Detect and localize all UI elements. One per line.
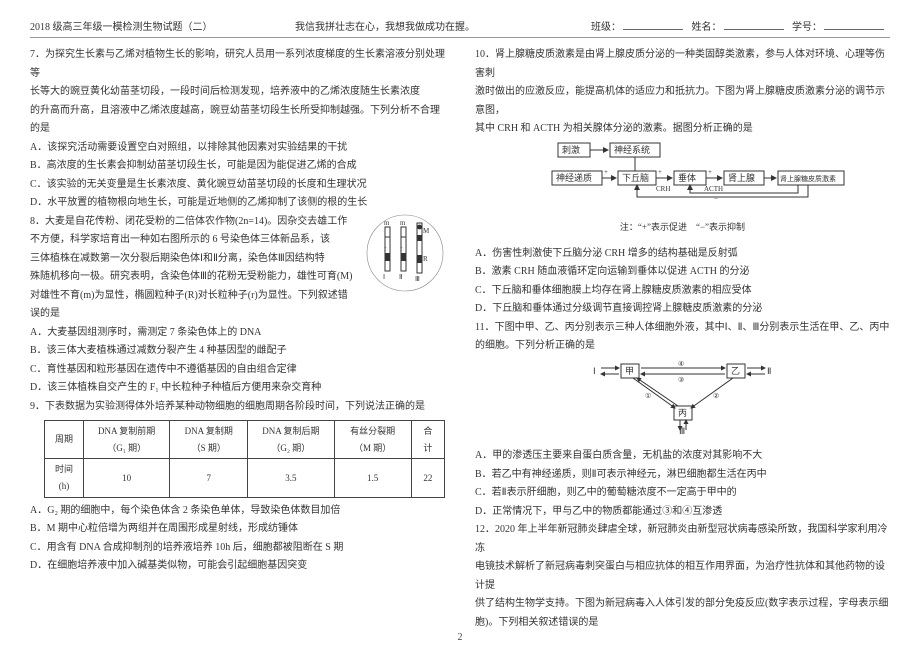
q12-stem: 电镜技术解析了新冠病毒刺突蛋白与相应抗体的相互作用界面，为治疗性抗体和其他药物的… bbox=[475, 558, 890, 595]
q10-stem: 10．肾上腺糖皮质激素是由肾上腺皮质分泌的一种类固醇类激素，参与人体对环境、心理… bbox=[475, 46, 890, 83]
q8-D: D．该三体植株自交产生的 F₁ 中长粒种子种植后方便用来杂交育种 bbox=[30, 379, 445, 398]
name-label: 姓名： bbox=[692, 22, 722, 33]
q8-A: A．大麦基因组测序时，需测定 7 条染色体上的 DNA bbox=[30, 324, 445, 343]
svg-text:−: − bbox=[714, 195, 718, 203]
q9-v0: 10 bbox=[83, 459, 169, 497]
class-blank bbox=[623, 19, 683, 30]
svg-text:+: + bbox=[708, 168, 712, 176]
q10-D: D．下丘脑和垂体通过分级调节直接调控肾上腺糖皮质激素的分泌 bbox=[475, 300, 890, 319]
q10-A: A．伤害性刺激使下丘脑分泌 CRH 增多的结构基础是反射弧 bbox=[475, 245, 890, 264]
q11-A: A．甲的渗透压主要来自蛋白质含量，无机盐的浓度对其影响不大 bbox=[475, 447, 890, 466]
q9-table: 周期 DNA 复制前期 （G₁ 期） DNA 复制期 （S 期） DNA 复制后… bbox=[44, 420, 445, 498]
q7-B: B．高浓度的生长素会抑制幼苗茎切段生长，可能是因为能促进乙烯的合成 bbox=[30, 157, 445, 176]
q7-stem: 的升高而升高，且溶液中乙烯浓度越高，豌豆幼苗茎切段生长所受抑制越强。下列分析不合… bbox=[30, 102, 445, 139]
q7-A: A．该探究活动需要设置空白对照组，以排除其他因素对实验结果的干扰 bbox=[30, 139, 445, 158]
q10-stem: 激时做出的应激反应，能提高机体的适应力和抵抗力。下图为肾上腺糖皮质激素分泌的调节… bbox=[475, 83, 890, 120]
svg-text:Ⅱ: Ⅱ bbox=[767, 366, 771, 376]
q11-figure: 甲 乙 丙 Ⅰ Ⅱ Ⅲ ④ bbox=[475, 358, 890, 446]
q8-stem: 误的是 bbox=[30, 305, 445, 324]
svg-text:甲: 甲 bbox=[625, 366, 634, 376]
svg-text:垂体: 垂体 bbox=[678, 172, 696, 183]
id-blank bbox=[824, 19, 884, 30]
q9-rowlabel: 时间(h) bbox=[45, 459, 84, 497]
q11-stem: 的细胞。下列分析正确的是 bbox=[475, 337, 890, 356]
q7-stem: 7．为探究生长素与乙烯对植物生长的影响，研究人员用一系列浓度梯度的生长素溶液分别… bbox=[30, 46, 445, 83]
q9-col2: DNA 复制期 （S 期） bbox=[170, 421, 248, 459]
svg-text:m: m bbox=[384, 219, 390, 227]
q9-stem: 9．下表数据为实验测得体外培养某种动物细胞的细胞周期各阶段时间，下列说法正确的是 bbox=[30, 398, 445, 417]
svg-text:①: ① bbox=[645, 392, 651, 400]
svg-text:下丘脑: 下丘脑 bbox=[622, 172, 649, 183]
svg-text:CRH: CRH bbox=[656, 185, 670, 193]
q11-C: C．若Ⅱ表示肝细胞，则乙中的葡萄糖浓度不一定高于甲中的 bbox=[475, 484, 890, 503]
q9-col0: 周期 bbox=[45, 421, 84, 459]
svg-text:ACTH: ACTH bbox=[704, 185, 723, 193]
q10-flow-figure: 刺激 神经系统 神经递质 + 下丘脑 + CRH 垂体 bbox=[475, 141, 890, 211]
q9-col5: 合 计 bbox=[411, 421, 444, 459]
left-column: 7．为探究生长素与乙烯对植物生长的影响，研究人员用一系列浓度梯度的生长素溶液分别… bbox=[30, 46, 445, 632]
svg-text:④: ④ bbox=[678, 360, 684, 368]
q7-D: D．水平放置的植物根向地生长，可能是近地侧的乙烯抑制了该侧的根的生长 bbox=[30, 194, 445, 213]
q12-stem: 12．2020 年上半年新冠肺炎肆虐全球，新冠肺炎由新型冠状病毒感染所致，我国科… bbox=[475, 521, 890, 558]
header-title: 2018 级高三年级一模检测生物试题（二） bbox=[30, 18, 290, 33]
svg-text:m: m bbox=[400, 219, 406, 227]
q11-D: D．正常情况下，甲与乙中的物质都能通过③和④互渗透 bbox=[475, 503, 890, 522]
q10-B: B．激素 CRH 随血液循环定向运输到垂体以促进 ACTH 的分泌 bbox=[475, 263, 890, 282]
svg-text:Ⅲ: Ⅲ bbox=[415, 275, 420, 283]
svg-text:R: R bbox=[423, 255, 428, 263]
q9-B: B．M 期中心粒倍增为两组并在周围形成星射线，形成纺锤体 bbox=[30, 520, 445, 539]
svg-text:+: + bbox=[604, 168, 608, 176]
q12-stem: 供了结构生物学支持。下图为新冠病毒入人体引发的部分免疫反应(数字表示过程，字母表… bbox=[475, 595, 890, 614]
q8-B: B．该三体大麦植株通过减数分裂产生 4 种基因型的雌配子 bbox=[30, 342, 445, 361]
q9-v3: 1.5 bbox=[334, 459, 411, 497]
svg-text:Ⅰ: Ⅰ bbox=[383, 273, 385, 281]
svg-text:肾上腺糖皮质激素: 肾上腺糖皮质激素 bbox=[780, 174, 836, 183]
svg-text:神经系统: 神经系统 bbox=[614, 144, 650, 155]
q9-col4: 有丝分裂期 （M 期） bbox=[334, 421, 411, 459]
svg-text:M: M bbox=[423, 227, 430, 235]
q9-A: A．G₂ 期的细胞中，每个染色体含 2 条染色单体，导致染色体数目加倍 bbox=[30, 502, 445, 521]
svg-text:神经递质: 神经递质 bbox=[556, 172, 592, 183]
q9-D: D．在细胞培养液中加入碱基类似物，可能会引起细胞基因突变 bbox=[30, 557, 445, 576]
page-number: 2 bbox=[0, 632, 920, 643]
svg-text:Ⅰ: Ⅰ bbox=[593, 366, 596, 376]
q9-v1: 7 bbox=[170, 459, 248, 497]
right-column: 10．肾上腺糖皮质激素是由肾上腺皮质分泌的一种类固醇类激素，参与人体对环境、心理… bbox=[475, 46, 890, 632]
svg-text:③: ③ bbox=[678, 376, 684, 384]
header-motto: 我信我拼壮志在心，我想我做成功在握。 bbox=[290, 18, 480, 33]
q8-C: C．育性基因和粒形基因在遗传中不遵循基因的自由组合定律 bbox=[30, 361, 445, 380]
svg-text:②: ② bbox=[713, 392, 719, 400]
svg-text:Ⅱ: Ⅱ bbox=[399, 273, 402, 281]
q9-col3: DNA 复制后期 （G₂ 期） bbox=[248, 421, 334, 459]
q9-v4: 22 bbox=[411, 459, 444, 497]
q10-note: 注：“+”表示促进 “−”表示抑制 bbox=[475, 219, 890, 236]
q11-B: B．若乙中有神经递质，则Ⅱ可表示神经元，淋巴细胞都生活在丙中 bbox=[475, 466, 890, 485]
q11-stem: 11．下图中甲、乙、丙分别表示三种人体细胞外液，其中Ⅰ、Ⅱ、Ⅲ分别表示生活在甲、… bbox=[475, 319, 890, 338]
svg-text:乙: 乙 bbox=[731, 366, 740, 376]
q8-chromosome-figure: Ⅰ m r Ⅱ m r bbox=[365, 213, 445, 293]
svg-text:丙: 丙 bbox=[678, 408, 687, 418]
q9-C: C．用含有 DNA 合成抑制剂的培养液培养 10h 后，细胞都被阻断在 S 期 bbox=[30, 539, 445, 558]
q12-stem: 胞)。下列相关叙述错误的是 bbox=[475, 614, 890, 633]
q9-v2: 3.5 bbox=[248, 459, 334, 497]
id-label: 学号： bbox=[792, 22, 822, 33]
class-label: 班级： bbox=[591, 22, 621, 33]
svg-text:刺激: 刺激 bbox=[562, 144, 580, 155]
name-blank bbox=[724, 19, 784, 30]
header-fields: 班级： 姓名： 学号： bbox=[480, 18, 890, 33]
svg-text:肾上腺: 肾上腺 bbox=[728, 172, 755, 183]
q7-C: C．该实验的无关变量是生长素浓度、黄化豌豆幼苗茎切段的长度和生理状况 bbox=[30, 176, 445, 195]
q10-stem: 其中 CRH 和 ACTH 为相关腺体分泌的激素。据图分析正确的是 bbox=[475, 120, 890, 139]
q10-C: C．下丘脑和垂体细胞膜上均存在肾上腺糖皮质激素的相应受体 bbox=[475, 282, 890, 301]
page-header: 2018 级高三年级一模检测生物试题（二） 我信我拼壮志在心，我想我做成功在握。… bbox=[30, 18, 890, 38]
q7-stem: 长等大的豌豆黄化幼苗茎切段，一段时间后检测发现，培养液中的乙烯浓度随生长素浓度 bbox=[30, 83, 445, 102]
q9-col1: DNA 复制前期 （G₁ 期） bbox=[83, 421, 169, 459]
svg-text:+: + bbox=[658, 168, 662, 176]
